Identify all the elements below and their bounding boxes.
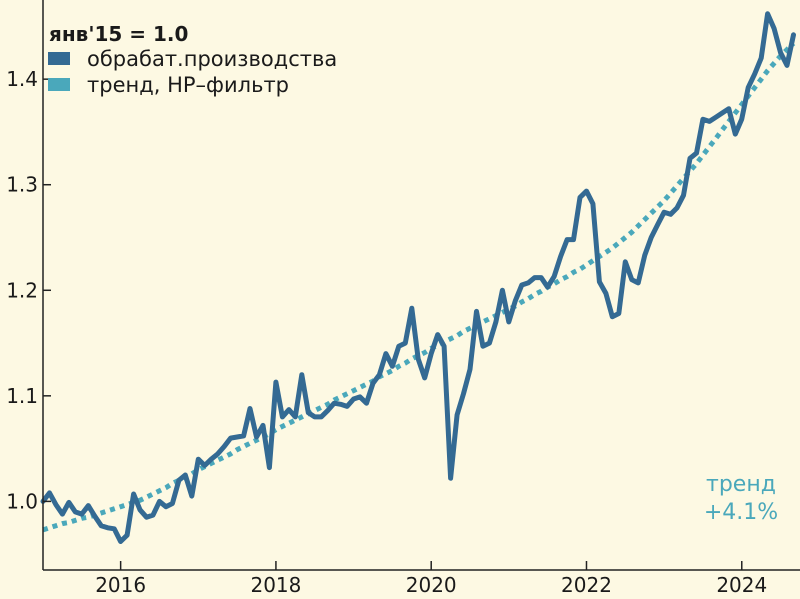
y-tick-label: 1.2: [6, 278, 38, 302]
series-line-trend: [42, 41, 796, 533]
legend: янв'15 = 1.0 обрабат.производства тренд,…: [48, 22, 337, 97]
y-tick-label: 1.0: [6, 489, 38, 513]
x-tick-label: 2016: [95, 573, 146, 597]
legend-title: янв'15 = 1.0: [49, 22, 188, 46]
legend-label-trend: тренд, HP–фильтр: [87, 73, 289, 97]
y-tick-label: 1.3: [6, 173, 38, 197]
x-tick-label: 2018: [250, 573, 301, 597]
annotation-label: тренд: [706, 472, 776, 497]
x-tick-label: 2020: [406, 573, 457, 597]
y-tick-label: 1.4: [6, 67, 38, 91]
legend-label-manufacturing: обрабат.производства: [87, 47, 337, 71]
legend-swatch-manufacturing: [48, 52, 70, 65]
x-axis-ticks: 2016 2018 2020 2022 2024: [95, 561, 767, 597]
x-tick-label: 2022: [561, 573, 612, 597]
plot-area: [40, 11, 796, 544]
x-tick-label: 2024: [716, 573, 767, 597]
trend-annotation: тренд +4.1%: [704, 472, 778, 525]
annotation-value: +4.1%: [704, 500, 778, 525]
y-tick-label: 1.1: [6, 384, 38, 408]
series-line-manufacturing: [40, 11, 796, 544]
y-axis-ticks: 1.0 1.1 1.2 1.3 1.4: [6, 67, 51, 513]
legend-swatch-trend: [48, 78, 70, 91]
